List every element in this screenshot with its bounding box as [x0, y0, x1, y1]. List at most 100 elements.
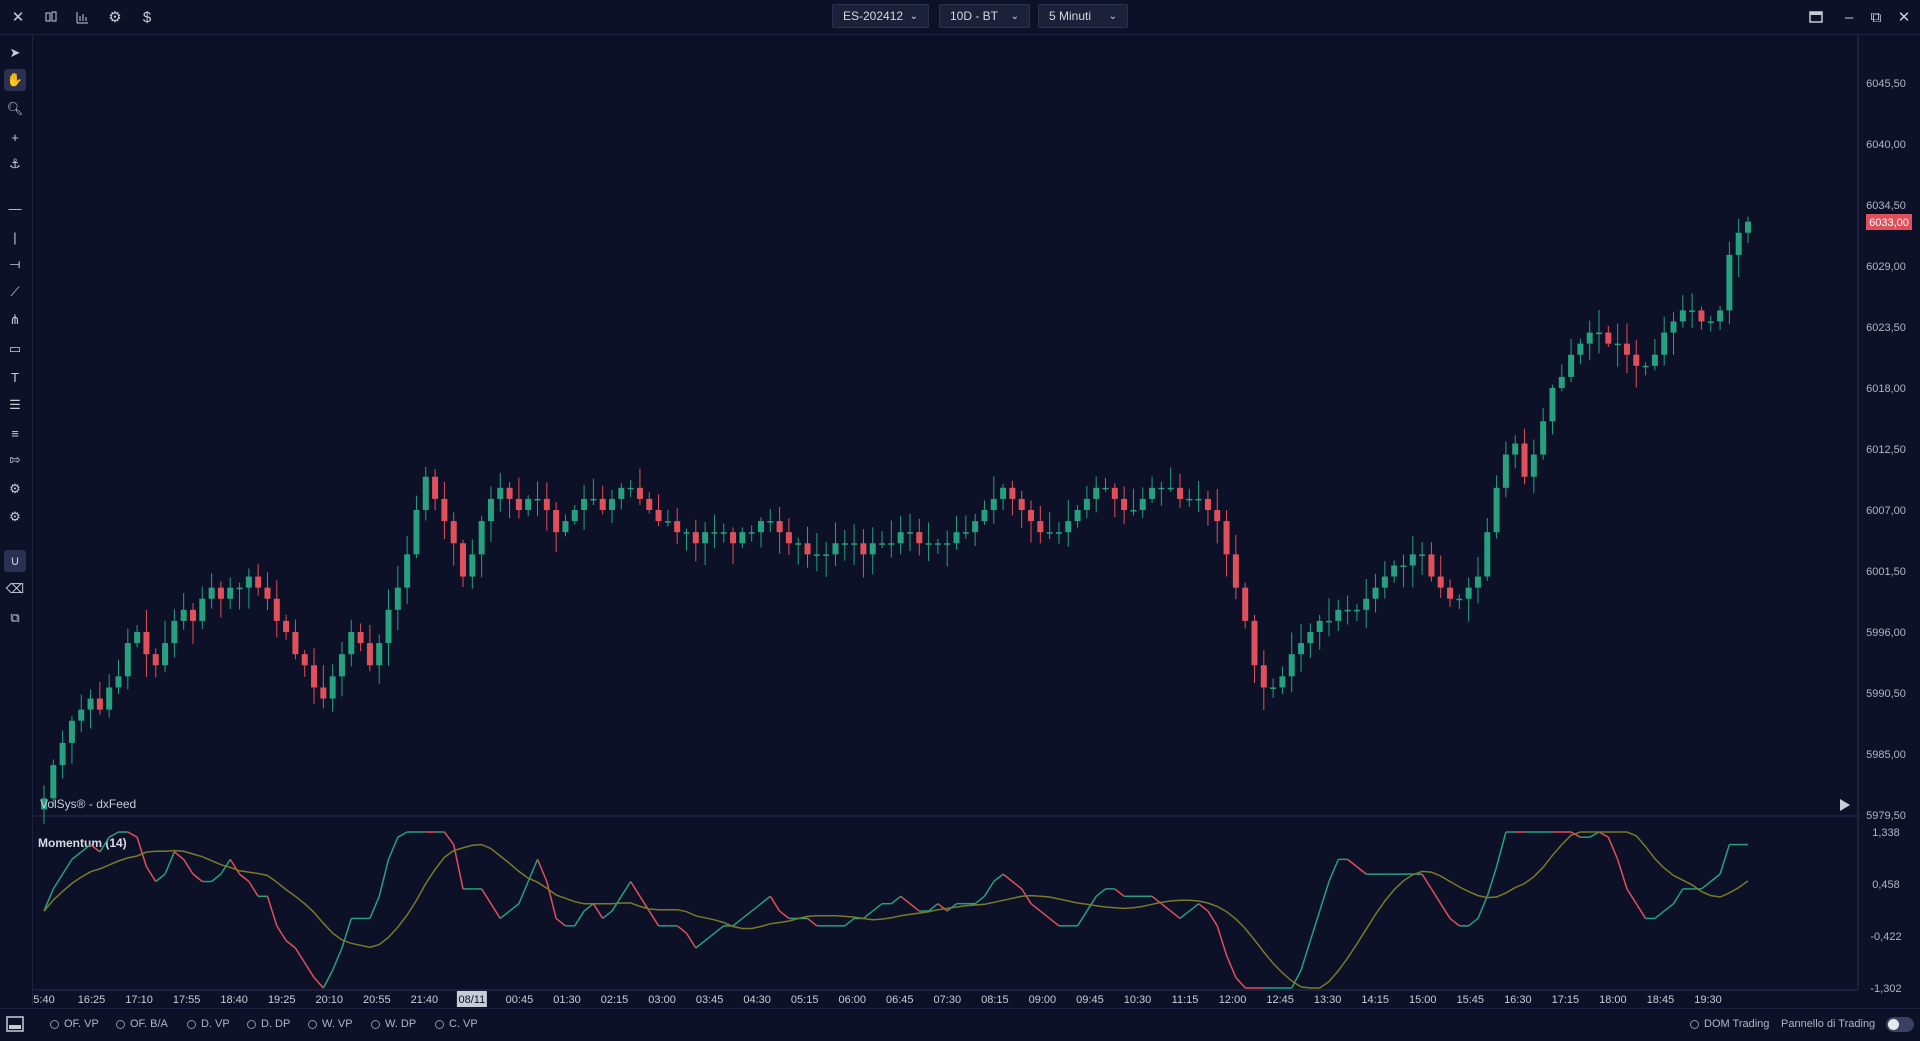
restore-icon[interactable]: ⧉ [1870, 8, 1882, 26]
play-icon[interactable] [1840, 799, 1850, 811]
candle-body [981, 510, 988, 522]
candle-body [292, 632, 299, 655]
dollar-icon[interactable]: $ [142, 8, 152, 26]
candle-body [906, 532, 913, 534]
crosshair-icon[interactable]: + [11, 129, 19, 145]
time-tick-label: 20:55 [363, 994, 391, 1006]
drawing-toolbar: ➤ ✋ 🔍︎ + ⚓︎ — | ⟞ ⟋ ⋔ ▭ T ☰ ≡ ⇰ ⚙ ⚙ ∪ ⌫ … [0, 35, 33, 1005]
candle-body [571, 510, 578, 522]
candle-body [1167, 487, 1174, 490]
overlay-d-dp[interactable]: D. DP [247, 1018, 290, 1030]
candle-body [1270, 687, 1277, 689]
period-label: 10D - BT [950, 9, 999, 23]
candle-body [283, 620, 290, 632]
magnet-icon[interactable]: ⚓︎ [9, 156, 21, 171]
ray-icon[interactable]: ⟞ [9, 256, 21, 271]
momentum-segment [490, 903, 501, 919]
horizontal-line-icon[interactable]: — [8, 200, 22, 216]
candle-body [1130, 510, 1137, 512]
cursor-icon[interactable]: ➤ [9, 45, 21, 60]
momentum-segment [1030, 903, 1041, 912]
hand-icon[interactable]: ✋ [4, 69, 26, 91]
vertical-line-icon[interactable]: | [13, 229, 17, 245]
candle-body [180, 609, 187, 621]
price-tick-label: 5996,00 [1866, 627, 1906, 639]
current-price-tag: 6033,00 [1866, 214, 1912, 230]
candle-body [636, 487, 643, 499]
fib-icon[interactable]: ☰ [9, 397, 21, 412]
close-window-icon[interactable]: ✕ [1897, 9, 1911, 26]
candle-body [1605, 332, 1612, 344]
eraser-icon[interactable]: ⌫ [5, 581, 25, 596]
candle-body [1400, 565, 1407, 567]
candles-icon[interactable] [40, 6, 62, 28]
text-icon[interactable]: T [11, 369, 19, 385]
levels-icon[interactable]: ≡ [11, 425, 19, 441]
momentum-segment [1486, 866, 1498, 897]
candle-body [441, 498, 448, 522]
layers-icon[interactable]: ⧉ [10, 610, 20, 625]
time-tick-label: 03:00 [648, 994, 676, 1006]
price-tick-label: 6045,50 [1866, 78, 1906, 90]
trading-panel-toggle[interactable] [1886, 1017, 1914, 1032]
candle-body [394, 587, 401, 610]
radio-icon [187, 1019, 196, 1029]
rectangle-icon[interactable]: ▭ [8, 341, 22, 356]
layout-icon[interactable] [1805, 6, 1827, 28]
close-icon[interactable]: ✕ [11, 9, 25, 26]
candle-body [1046, 532, 1053, 534]
trendline-icon[interactable]: ⟋ [10, 284, 20, 299]
magnet-active-icon[interactable]: ∪ [4, 550, 26, 572]
minimize-icon[interactable]: – [1844, 8, 1854, 26]
candle-body [953, 532, 960, 544]
candle-body [525, 498, 532, 510]
price-tick-label: 6029,00 [1866, 261, 1906, 273]
candle-body [534, 498, 541, 501]
overlay-w-vp[interactable]: W. VP [308, 1018, 353, 1030]
momentum-signal-line [43, 831, 1749, 989]
arrow-icon[interactable]: ⇰ [9, 452, 21, 467]
candle-body [301, 654, 308, 666]
momentum-segment [499, 910, 511, 920]
settings-icon[interactable]: ⚙ [108, 9, 122, 26]
gear-doc-icon[interactable]: ⚙ [9, 509, 21, 524]
candle-body [143, 632, 150, 655]
overlay-of-ba[interactable]: OF. B/A [116, 1018, 168, 1030]
momentum-segment [192, 873, 203, 883]
bars-icon[interactable] [71, 6, 93, 28]
candle-body [553, 510, 560, 533]
overlay-d-vp[interactable]: D. VP [187, 1018, 230, 1030]
time-tick-label: 20:10 [315, 994, 343, 1006]
radio-icon [308, 1019, 317, 1029]
candle-body [1028, 510, 1035, 522]
period-select[interactable]: 10D - BT ⌄ [939, 4, 1030, 28]
momentum-segment [807, 917, 818, 927]
momentum-segment [1002, 873, 1013, 883]
price-tick-label: 5990,50 [1866, 688, 1906, 700]
panel-toggle-icon[interactable] [4, 1013, 26, 1035]
time-axis[interactable]: 5:40 16:25 17:10 17:55 18:40 19:25 20:10 20:55 2… [33, 991, 1722, 1007]
candle-body [1456, 598, 1463, 601]
time-tick-label: 08/11 [459, 994, 486, 1006]
overlay-w-dp[interactable]: W. DP [371, 1018, 416, 1030]
zoom-icon[interactable]: 🔍︎ [6, 101, 24, 116]
momentum-segment [1170, 910, 1181, 920]
pitchfork-icon[interactable]: ⋔ [9, 312, 21, 327]
candle-body [916, 532, 923, 544]
timeframe-select[interactable]: 5 Minuti ⌄ [1038, 4, 1128, 28]
dom-trading-option[interactable]: DOM Trading [1690, 1018, 1769, 1030]
symbol-select[interactable]: ES-202412 ⌄ [832, 4, 929, 28]
price-axis[interactable]: 6045,50 6040,00 6034,50 6029,00 6023,50 6018,… [1866, 78, 1906, 822]
time-tick-label: 06:00 [838, 994, 866, 1006]
candle-body [972, 521, 979, 533]
candle-body [813, 554, 820, 556]
momentum-segment [1616, 859, 1628, 890]
candle-body [1353, 609, 1360, 612]
overlay-c-vp[interactable]: C. VP [435, 1018, 478, 1030]
momentum-segment [741, 910, 753, 920]
settings-doc-icon[interactable]: ⚙ [9, 481, 21, 496]
candle-body [1214, 510, 1221, 522]
candle-body [543, 498, 550, 510]
overlay-of-vp[interactable]: OF. VP [50, 1018, 99, 1030]
